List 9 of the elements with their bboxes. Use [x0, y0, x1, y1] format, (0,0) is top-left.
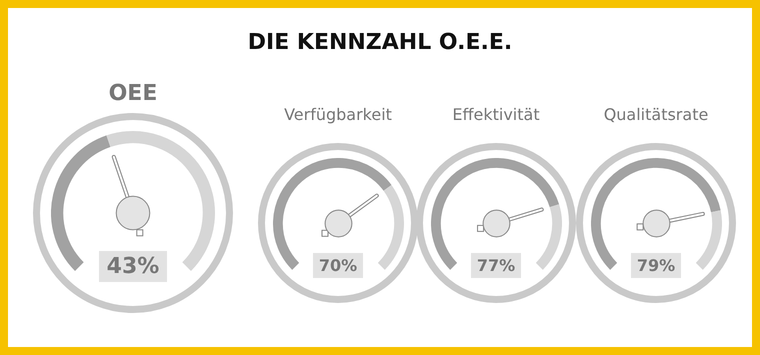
data-label: 79%	[631, 253, 681, 278]
text: Effektivität	[451, 105, 541, 124]
data-label: 70%	[313, 253, 363, 278]
data-label: 43%	[98, 251, 168, 282]
data-label: 77%	[471, 253, 521, 278]
text: OEE	[108, 81, 158, 106]
text: Qualitätsrate	[602, 105, 710, 124]
text: Verfügbarkeit	[283, 105, 393, 124]
text: DIE KENNZAHL O.E.E.	[246, 30, 514, 55]
